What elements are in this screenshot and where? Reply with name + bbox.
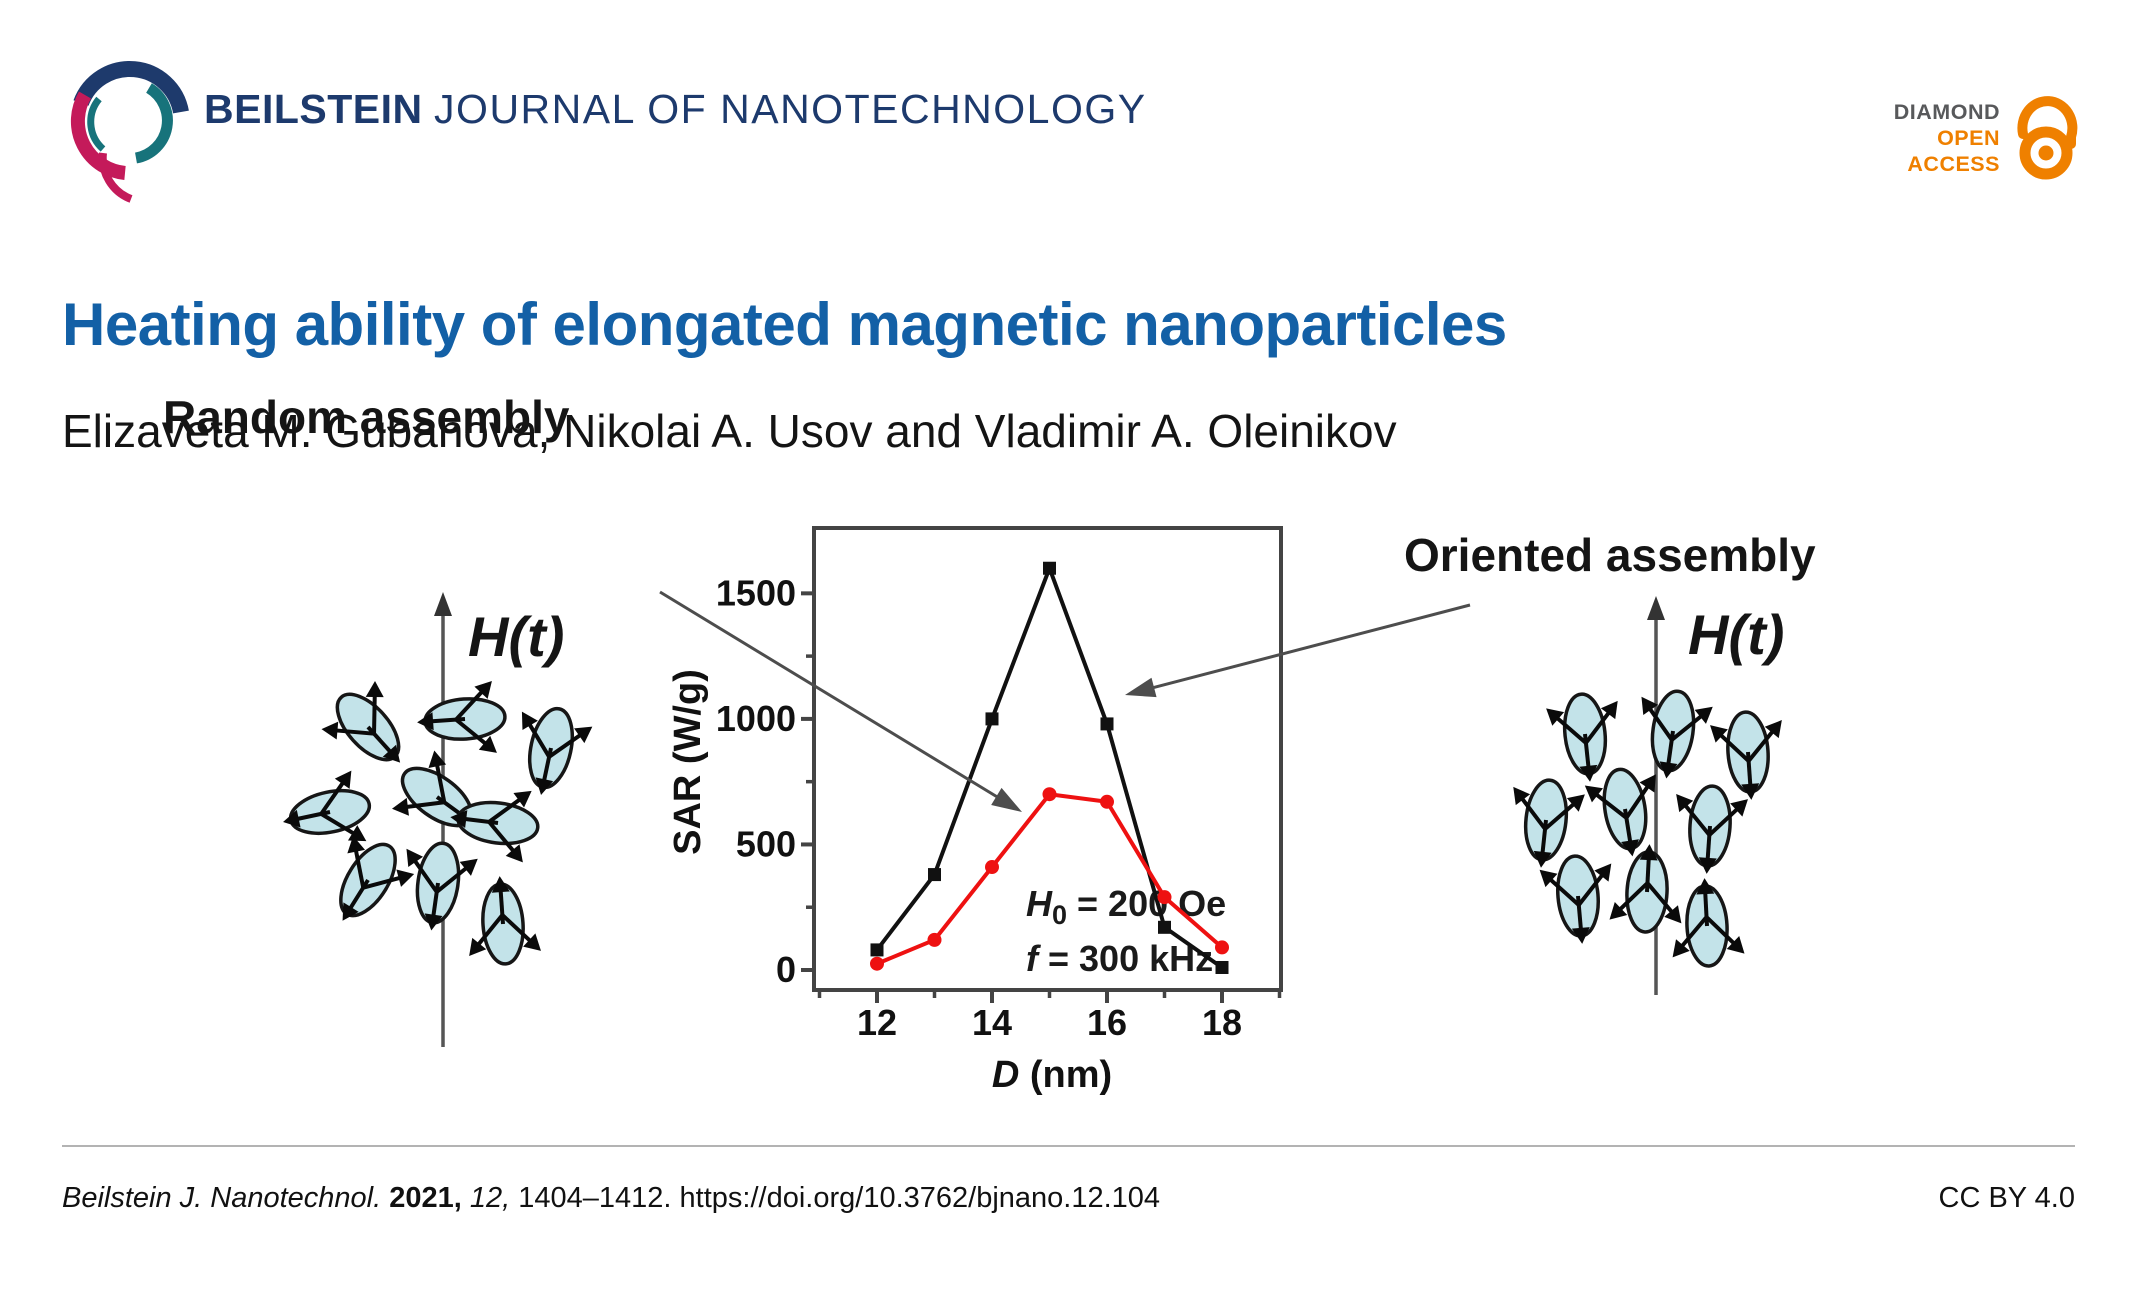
chart: 12 14 16 18 0 500 1000 1500 D (nm) SAR (W/g) H0 = …	[667, 526, 1283, 1096]
y-tick-label: 500	[736, 823, 796, 864]
citation-year: 2021,	[389, 1182, 462, 1214]
y-axis-title: SAR (W/g)	[667, 669, 709, 855]
nanoparticle	[391, 750, 476, 828]
data-point-circle	[1042, 787, 1057, 802]
badge-access: ACCESS	[1907, 152, 2000, 176]
random-assembly-label: Random assembly	[163, 391, 570, 443]
data-point-square	[1215, 960, 1229, 974]
journal-name: BEILSTEIN JOURNAL OF NANOTECHNOLOGY	[204, 86, 1147, 133]
data-point-square	[928, 868, 941, 882]
lock-keyhole	[2038, 145, 2054, 161]
data-point-square	[1100, 717, 1114, 731]
nanoparticle	[1676, 784, 1748, 874]
badge-diamond: DIAMOND	[1893, 100, 2000, 124]
citation-volume: 12,	[469, 1182, 511, 1214]
lock-shackle	[2017, 96, 2078, 149]
nanoparticle	[450, 790, 540, 863]
footer-divider	[62, 1145, 2075, 1147]
nanoparticle	[321, 680, 401, 763]
beilstein-logo	[70, 61, 189, 203]
data-point-circle	[1100, 794, 1114, 809]
data-point-circle	[985, 860, 999, 875]
nanoparticle	[283, 770, 372, 842]
article-authors: Elizaveta M. Gubanova, Nikolai A. Usov a…	[62, 405, 1397, 457]
nanoparticle	[1546, 692, 1618, 782]
random-assembly-diagram	[283, 592, 593, 1047]
nanoparticle	[406, 841, 478, 931]
license-label: CC BY 4.0	[1938, 1182, 2075, 1214]
pointer-arrow-random-series	[659, 590, 1022, 812]
logo-arc-navy	[73, 61, 189, 114]
x-tick-label: 12	[857, 1002, 897, 1043]
logo-arc-crimson-tail	[98, 152, 133, 203]
oriented-assembly-diagram	[1513, 596, 1782, 995]
nanoparticle	[1672, 878, 1745, 968]
data-point-circle	[927, 932, 942, 947]
oriented-assembly-label: Oriented assembly	[1404, 529, 1816, 581]
article-title: Heating ability of elongated magnetic na…	[62, 291, 1507, 358]
nanoparticle	[1641, 689, 1713, 779]
nanoparticle	[1584, 767, 1656, 857]
open-access-lock-icon	[2017, 96, 2078, 180]
data-point-circle	[1215, 940, 1229, 955]
citation-journal: Beilstein J. Nanotechnol.	[62, 1182, 382, 1214]
x-tick-label: 18	[1202, 1002, 1242, 1043]
badge-open: OPEN	[1937, 126, 2000, 150]
data-point-square	[870, 943, 884, 957]
x-axis-title: D (nm)	[992, 1054, 1112, 1096]
data-point-square	[1158, 920, 1171, 934]
x-tick-label: 16	[1087, 1002, 1127, 1043]
particle-body	[1523, 778, 1569, 862]
logo-arc-teal-inner	[87, 96, 106, 152]
citation-pages-doi[interactable]: 1404–1412. https://doi.org/10.3762/bjnan…	[518, 1182, 1161, 1214]
journal-name-rest: JOURNAL OF NANOTECHNOLOGY	[434, 86, 1147, 132]
nanoparticle	[469, 876, 541, 966]
data-point-circle	[870, 956, 884, 971]
nanoparticle	[521, 706, 593, 795]
chart-plot-box	[812, 526, 1283, 992]
logo-arc-teal	[134, 83, 173, 164]
y-tick-label: 0	[776, 949, 796, 990]
particle-body	[1726, 710, 1770, 794]
nanoparticle	[1513, 778, 1585, 868]
pointer-arrow-oriented-series	[1125, 603, 1471, 698]
lock-body	[2019, 126, 2073, 180]
journal-name-bold: BEILSTEIN	[204, 86, 423, 132]
y-tick-label: 1500	[716, 572, 796, 613]
chart-annotation: H0 = 200 Oe	[1026, 883, 1226, 930]
y-tick-label: 1000	[716, 698, 796, 739]
nanoparticle	[339, 835, 415, 921]
chart-annotation: f = 300 kHz	[1026, 938, 1213, 979]
open-access-badge: DIAMOND OPEN ACCESS	[1700, 99, 2000, 177]
data-point-square	[1043, 561, 1056, 575]
nanoparticle	[417, 681, 507, 753]
data-point-circle	[1157, 890, 1172, 905]
data-point-square	[985, 712, 999, 726]
nanoparticle	[1539, 854, 1612, 944]
x-tick-label: 14	[972, 1002, 1012, 1043]
field-label-left: H(t)	[468, 605, 565, 668]
nanoparticle	[1710, 710, 1782, 800]
citation: Beilstein J. Nanotechnol. 2021, 12, 1404…	[62, 1182, 1160, 1215]
logo-arc-crimson	[70, 91, 126, 180]
field-label-right: H(t)	[1688, 603, 1785, 666]
nanoparticle	[1609, 844, 1682, 934]
